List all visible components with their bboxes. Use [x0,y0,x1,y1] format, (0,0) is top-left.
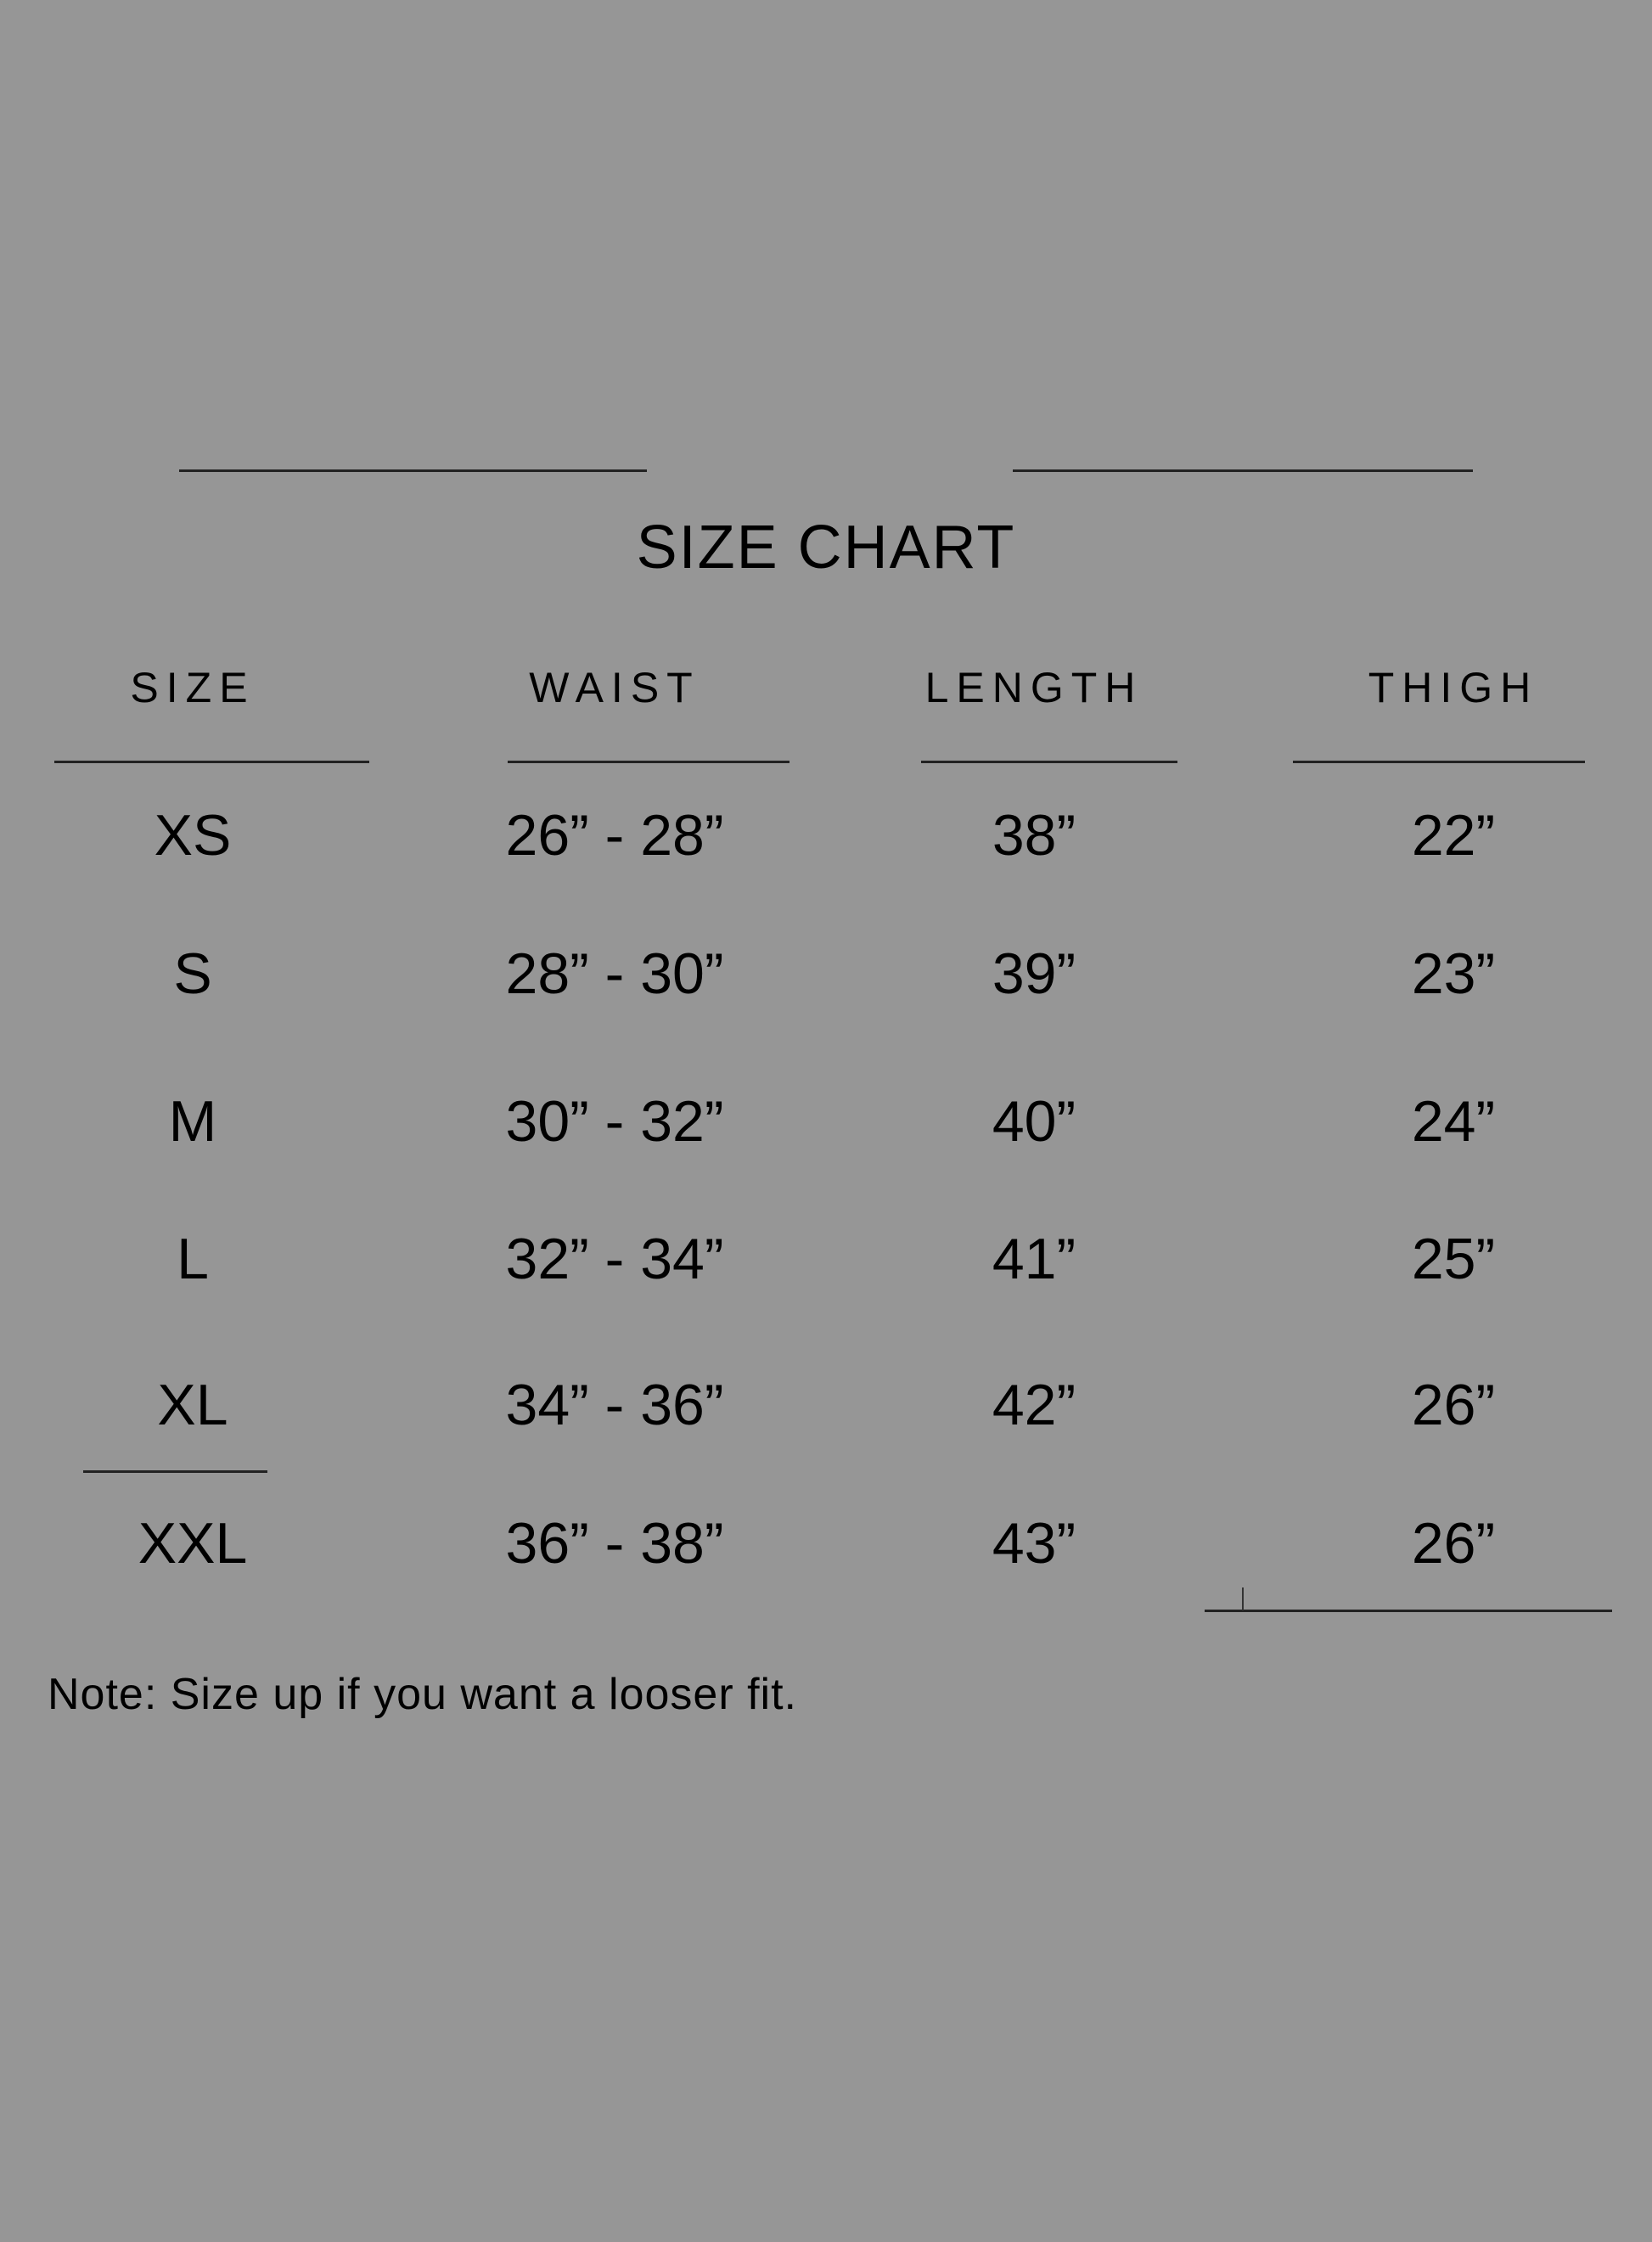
header-underline-length [921,761,1177,763]
column-header-thigh: THIGH [1368,664,1539,711]
bottom-divider-tick [1242,1587,1244,1610]
cell-length: 41” [992,1227,1076,1291]
cell-waist: 28” - 30” [505,941,724,1006]
bottom-divider [1205,1610,1612,1612]
cell-size: XL [157,1373,228,1437]
cell-thigh: 24” [1411,1089,1496,1154]
cell-length: 43” [992,1511,1076,1576]
top-divider-right [1013,469,1473,472]
header-underline-waist [508,761,789,763]
cell-length: 40” [992,1089,1076,1154]
cell-waist: 36” - 38” [505,1511,724,1576]
header-underline-size [54,761,369,763]
cell-thigh: 26” [1411,1373,1496,1437]
column-header-waist: WAIST [529,664,700,711]
header-underline-thigh [1293,761,1585,763]
cell-thigh: 22” [1411,803,1496,868]
cell-thigh: 25” [1411,1227,1496,1291]
cell-length: 39” [992,941,1076,1006]
cell-thigh: 26” [1411,1511,1496,1576]
column-header-size: SIZE [130,664,256,711]
cell-size: XXL [138,1511,248,1576]
cell-size: L [177,1227,209,1291]
cell-size: S [173,941,212,1006]
top-divider-left [179,469,647,472]
column-header-length: LENGTH [924,664,1143,711]
cell-length: 42” [992,1373,1076,1437]
cell-size: M [168,1089,217,1154]
page-title: SIZE CHART [636,514,1016,582]
xl-underline [83,1470,267,1473]
cell-waist: 26” - 28” [505,803,724,868]
cell-waist: 32” - 34” [505,1227,724,1291]
cell-length: 38” [992,803,1076,868]
cell-size: XS [154,803,232,868]
cell-thigh: 23” [1411,941,1496,1006]
cell-waist: 30” - 32” [505,1089,724,1154]
cell-waist: 34” - 36” [505,1373,724,1437]
fit-note: Note: Size up if you want a looser fit. [48,1670,797,1719]
